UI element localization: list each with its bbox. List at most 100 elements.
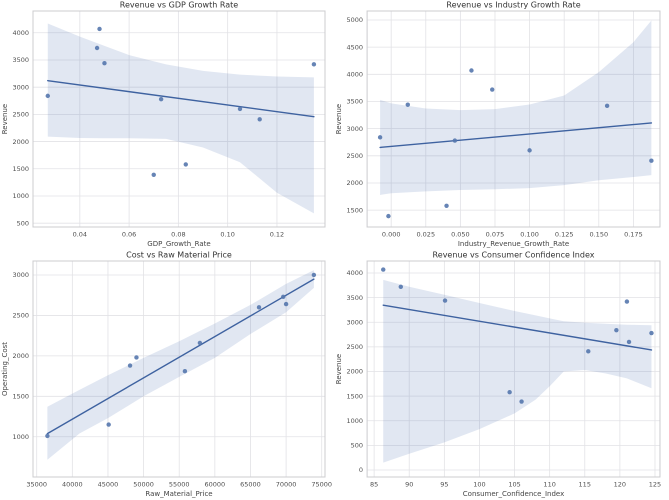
y-tick-label: 3000 — [12, 271, 29, 279]
data-point — [604, 103, 610, 109]
y-axis-label: Revenue — [334, 104, 343, 134]
confidence-band — [380, 20, 652, 195]
y-tick-label: 1500 — [347, 206, 364, 214]
confidence-band — [47, 270, 314, 460]
data-point — [386, 213, 391, 219]
x-tick-label: 90 — [405, 481, 413, 489]
data-point — [134, 355, 139, 360]
y-tick-label: 1500 — [12, 392, 29, 400]
data-point — [97, 26, 102, 32]
plot-area — [45, 270, 317, 460]
x-tick-label: 45000 — [98, 481, 119, 489]
chart-title: Revenue vs GDP Growth Rate — [120, 1, 238, 10]
data-point — [519, 399, 524, 404]
chart-svg-revenue-vs-consumer-confidence-index: 85 90 95 100 105 110 115 120 125 0 500 1000 1500 2000… — [334, 251, 661, 498]
x-tick-label: 0.050 — [451, 231, 470, 239]
chart-svg-revenue-vs-gdp-growth-rate: 0.04 0.06 0.08 0.10 0.12 500 1000 1500 2000 2500 3… — [1, 1, 326, 248]
x-tick-label: 0.150 — [589, 231, 608, 239]
data-point — [381, 267, 386, 272]
chart-title: Revenue vs Consumer Confidence Index — [433, 251, 595, 260]
data-point — [237, 106, 243, 112]
y-axis-label: Revenue — [334, 354, 343, 384]
y-tick-label: 2500 — [347, 343, 364, 351]
x-tick-label: 55000 — [169, 481, 190, 489]
data-point — [626, 339, 632, 345]
y-tick-label: 1500 — [12, 165, 29, 173]
data-point — [158, 96, 164, 102]
x-tick-label: 0.075 — [486, 231, 505, 239]
data-point — [256, 305, 262, 310]
chart-revenue-vs-consumer-confidence-index: 85 90 95 100 105 110 115 120 125 0 500 1000 1500 2000… — [334, 250, 669, 500]
chart-revenue-vs-industry-growth-rate: 0.000 0.025 0.050 0.075 0.100 0.125 0.150 0.175… — [334, 0, 669, 250]
y-tick-label: 4000 — [12, 29, 29, 37]
data-point — [442, 298, 448, 303]
y-tick-label: 0 — [359, 466, 363, 474]
x-tick-label: 100 — [473, 481, 485, 489]
chart-title: Cost vs Raw Material Price — [126, 251, 232, 260]
regression-line — [47, 79, 315, 118]
y-tick-label: 500 — [17, 219, 29, 227]
data-point — [452, 138, 458, 143]
regression-line — [46, 278, 315, 435]
x-tick-label: 50000 — [133, 481, 154, 489]
data-point — [649, 330, 654, 336]
data-point — [586, 349, 591, 354]
regression-line — [379, 122, 653, 149]
y-tick-label: 2500 — [347, 152, 364, 160]
x-tick-label: 75000 — [311, 481, 332, 489]
plot-area — [381, 267, 654, 463]
y-axis-label: Revenue — [1, 104, 9, 135]
data-point — [45, 93, 50, 99]
x-tick-label: 105 — [508, 481, 520, 489]
x-tick-label: 120 — [614, 481, 626, 489]
chart-title: Revenue vs Industry Growth Rate — [446, 1, 580, 10]
data-point — [614, 327, 619, 333]
x-tick-label: 35000 — [26, 481, 47, 489]
y-tick-label: 1000 — [12, 192, 29, 200]
y-tick-label: 3500 — [12, 56, 29, 64]
y-axis-label: Operating_Cost — [1, 342, 9, 396]
x-axis-label: GDP_Growth_Rate — [147, 240, 210, 248]
confidence-band — [47, 23, 314, 214]
data-point — [94, 45, 100, 51]
x-tick-label: 85 — [370, 481, 378, 489]
data-point — [45, 433, 50, 439]
x-tick-label: 0.06 — [122, 231, 136, 239]
data-point — [405, 102, 410, 107]
y-tick-label: 1000 — [347, 417, 364, 425]
x-tick-label: 95 — [440, 481, 448, 489]
data-point — [444, 203, 449, 209]
x-tick-label: 0.025 — [416, 231, 435, 239]
x-tick-label: 125 — [649, 481, 661, 489]
x-tick-label: 70000 — [276, 481, 297, 489]
data-point — [469, 68, 474, 73]
x-tick-label: 115 — [579, 481, 591, 489]
data-point — [257, 117, 262, 122]
chart-cost-vs-raw-material-price: 35000 40000 45000 50000 55000 60000 65000 70000… — [0, 250, 334, 500]
x-tick-label: 0.000 — [382, 231, 401, 239]
y-tick-label: 4500 — [347, 43, 364, 51]
y-tick-label: 2500 — [12, 312, 29, 320]
x-axis-label: Consumer_Confidence_Index — [463, 489, 564, 498]
x-tick-label: 0.125 — [555, 231, 574, 239]
regression-line — [382, 304, 653, 351]
chart-svg-cost-vs-raw-material-price: 35000 40000 45000 50000 55000 60000 65000 70000… — [1, 251, 332, 499]
plot-border — [366, 10, 661, 228]
y-tick-label: 3000 — [12, 83, 29, 91]
data-point — [102, 61, 107, 66]
confidence-band — [383, 279, 652, 463]
data-point — [151, 172, 156, 177]
data-point — [106, 422, 111, 427]
data-point — [183, 162, 188, 167]
y-tick-label: 3000 — [347, 318, 364, 326]
data-point — [490, 87, 495, 92]
x-axis-label: Industry_Revenue_Growth_Rate — [458, 239, 569, 248]
x-tick-label: 65000 — [240, 481, 261, 489]
data-point — [182, 369, 188, 374]
data-point — [311, 62, 317, 67]
y-tick-label: 2000 — [12, 352, 29, 360]
data-point — [283, 301, 289, 307]
plot-border — [366, 260, 661, 478]
y-tick-label: 5000 — [347, 16, 364, 24]
